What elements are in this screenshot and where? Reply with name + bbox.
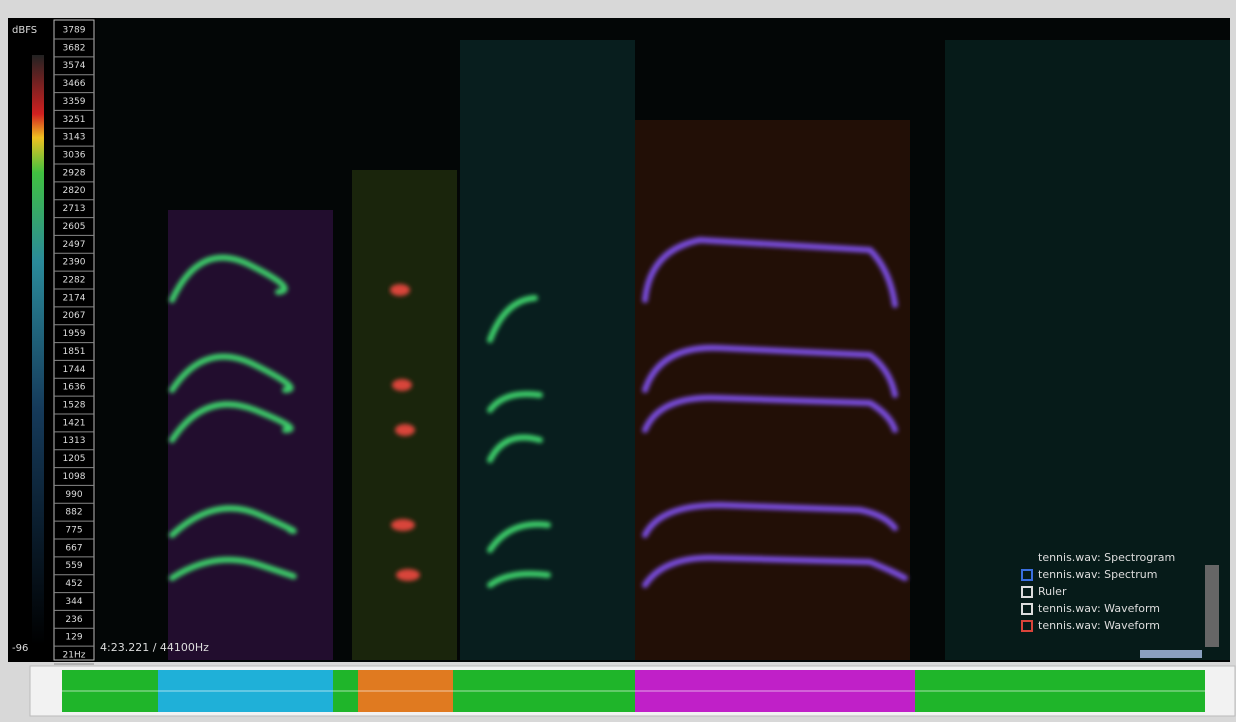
frequency-label: 236 xyxy=(65,615,82,625)
scrollbar[interactable] xyxy=(1140,650,1202,658)
frequency-label: 3251 xyxy=(63,115,86,125)
frequency-label: 3143 xyxy=(63,133,86,143)
frequency-label: 452 xyxy=(65,579,82,589)
frequency-label: 1205 xyxy=(63,454,86,464)
status: 4:23.221 / 44100Hz xyxy=(100,641,209,654)
frequency-label: 1528 xyxy=(63,401,86,411)
frequency-label: 3574 xyxy=(63,61,86,71)
frequency-label: 2820 xyxy=(63,186,86,196)
region xyxy=(168,210,333,660)
frequency-label: 344 xyxy=(65,597,82,607)
frequency-label: 3466 xyxy=(63,79,86,89)
frequency-label: 559 xyxy=(65,561,82,571)
scale-unit: dBFS xyxy=(12,25,37,36)
frequency-label: 667 xyxy=(65,543,82,553)
region xyxy=(460,40,635,660)
frequency-label: 3789 xyxy=(63,26,86,36)
level-meter xyxy=(1205,565,1219,647)
frequency-label: 2282 xyxy=(63,276,86,286)
legend-label: tennis.wav: Spectrogram xyxy=(1038,551,1175,564)
legend-label: tennis.wav: Waveform xyxy=(1038,619,1160,632)
page: dBFS -96 3789 3682 3574 3466 3359 3251 3143 303… xyxy=(0,0,1236,722)
legend-label: Ruler xyxy=(1038,585,1067,598)
frequency-label: 1313 xyxy=(63,436,86,446)
frequency-label: 129 xyxy=(65,633,82,643)
frequency-label: 21Hz xyxy=(63,651,86,661)
frequency-label: 775 xyxy=(65,526,82,536)
frequency-label: 882 xyxy=(65,508,82,518)
color-bar xyxy=(32,55,44,645)
frequency-label: 990 xyxy=(65,490,82,500)
scale-min: -96 xyxy=(12,643,28,654)
frequency-label: 2174 xyxy=(63,293,86,303)
frequency-label: 1636 xyxy=(63,383,86,393)
frequency-label: 1959 xyxy=(63,329,86,339)
frequency-label: 2067 xyxy=(63,311,86,321)
region xyxy=(352,170,457,660)
region xyxy=(635,120,910,660)
region xyxy=(945,40,1230,660)
frequency-label: 1421 xyxy=(63,418,86,428)
frequency-label: 3359 xyxy=(63,97,86,107)
frequency-label: 2390 xyxy=(63,258,86,268)
frequency-label: 1098 xyxy=(63,472,86,482)
frequency-label: 2497 xyxy=(63,240,86,250)
legend-label: tennis.wav: Waveform xyxy=(1038,602,1160,615)
frequency-label: 3036 xyxy=(63,151,86,161)
overview-segments xyxy=(62,670,1205,712)
legend-label: tennis.wav: Spectrum xyxy=(1038,568,1157,581)
frequency-label: 2605 xyxy=(63,222,86,232)
frequency-label: 2928 xyxy=(63,168,86,178)
frequency-label: 1744 xyxy=(63,365,86,375)
frequency-label: 3682 xyxy=(63,43,86,53)
frequency-label: 2713 xyxy=(63,204,86,214)
frequency-label: 1851 xyxy=(63,347,86,357)
spectrogram-window: dBFS -96 3789 3682 3574 3466 3359 3251 3143 303… xyxy=(0,0,1236,722)
